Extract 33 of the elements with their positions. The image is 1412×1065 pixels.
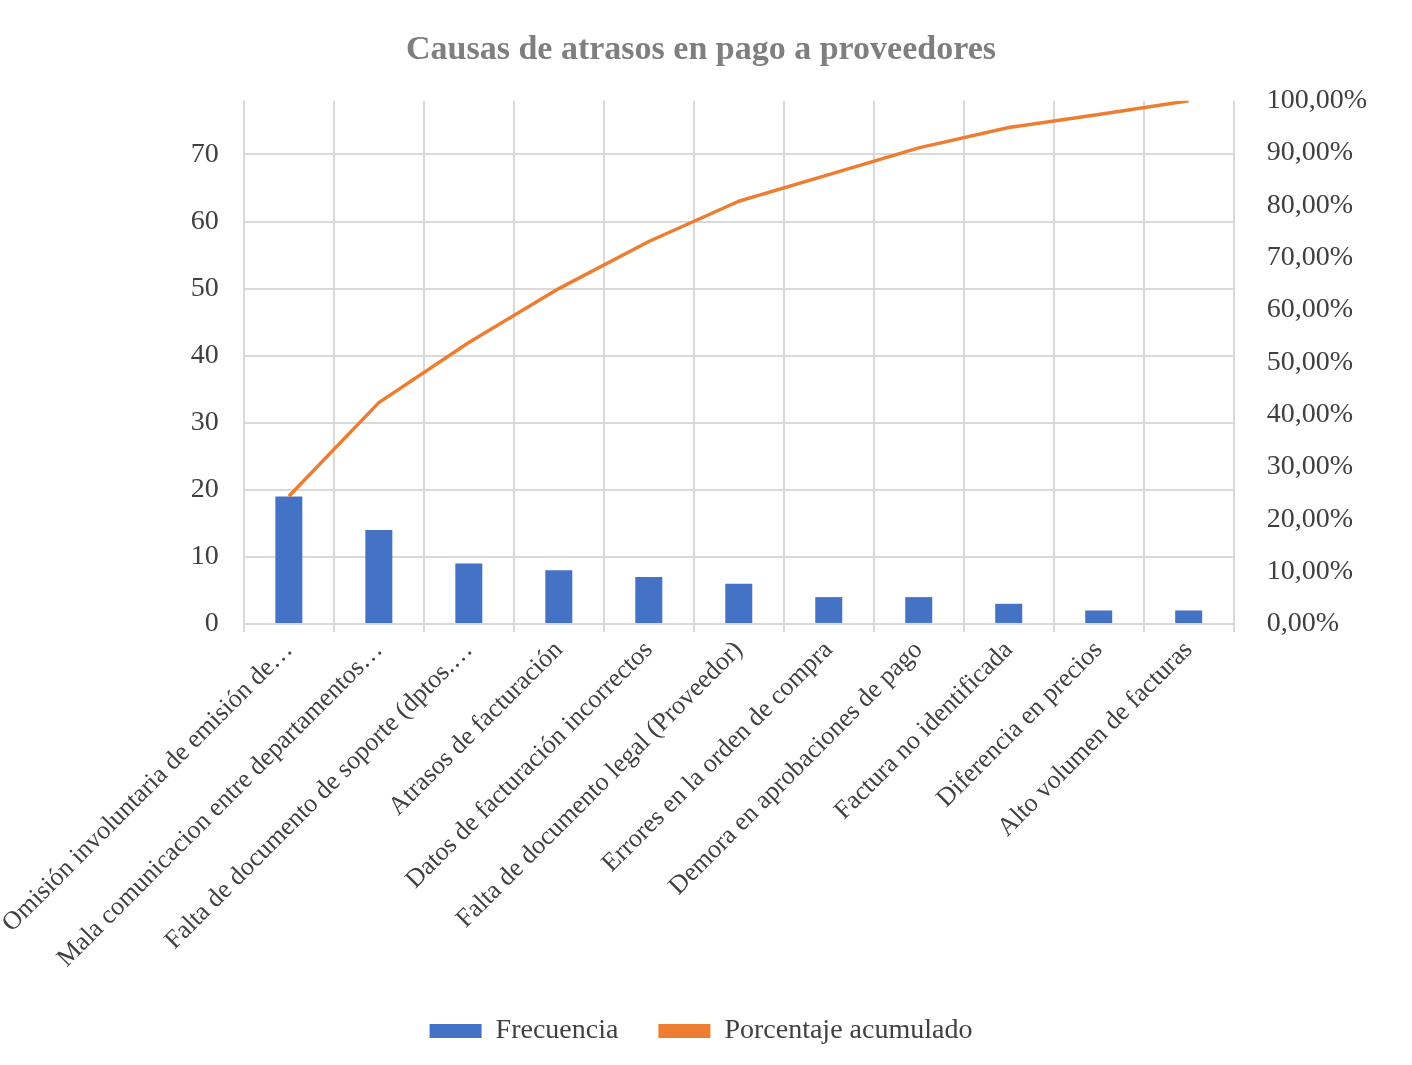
legend-label: Frecuencia [495, 1013, 619, 1045]
y2-tick-label: 10,00% [1266, 553, 1353, 585]
bar [995, 603, 1023, 623]
y2-tick-label: 90,00% [1266, 135, 1353, 167]
y-tick-label: 60 [190, 203, 219, 235]
y2-tick-label: 60,00% [1266, 292, 1353, 324]
bar [365, 530, 393, 623]
y-tick-label: 70 [190, 136, 219, 168]
bar [275, 496, 303, 623]
y2-tick-label: 30,00% [1266, 449, 1353, 481]
bar [1175, 610, 1203, 623]
bar [1085, 610, 1113, 623]
y-tick-label: 20 [190, 472, 219, 504]
y2-tick-label: 100,00% [1266, 83, 1367, 115]
bar [545, 570, 573, 623]
bar [815, 597, 843, 623]
bar [635, 576, 663, 623]
bar [905, 597, 933, 623]
y2-tick-label: 70,00% [1266, 240, 1353, 272]
y-tick-label: 50 [190, 270, 219, 302]
y2-tick-label: 50,00% [1266, 344, 1353, 376]
y-tick-label: 0 [204, 606, 219, 638]
legend-label: Porcentaje acumulado [724, 1013, 973, 1045]
bar [455, 563, 483, 623]
y2-tick-label: 40,00% [1266, 397, 1353, 429]
y-tick-label: 30 [190, 405, 219, 437]
y-tick-label: 10 [190, 539, 219, 571]
y2-tick-label: 80,00% [1266, 187, 1353, 219]
y-tick-label: 40 [190, 338, 219, 370]
chart-title: Causas de atrasos en pago a proveedores [406, 29, 996, 67]
y2-tick-label: 20,00% [1266, 501, 1353, 533]
bar [725, 583, 753, 623]
y2-tick-label: 0,00% [1266, 606, 1339, 638]
